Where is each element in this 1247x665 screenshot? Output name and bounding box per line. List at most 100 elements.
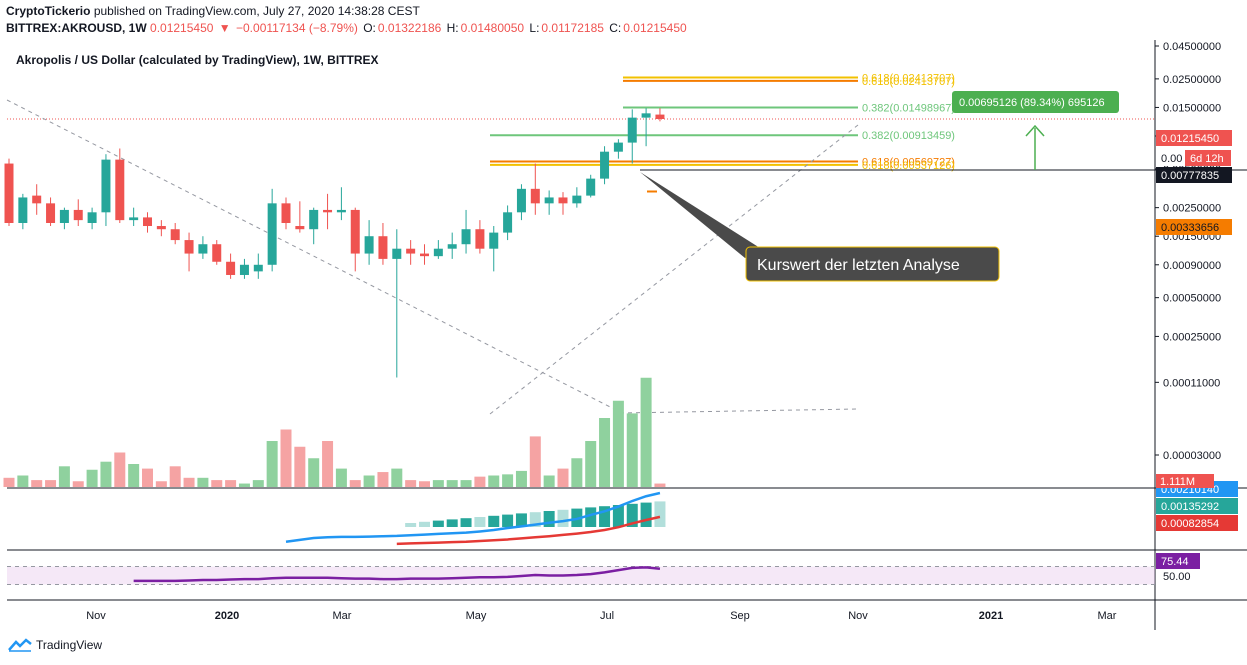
price-tag-label: 0.00333656 [1161, 222, 1219, 234]
candle-body [212, 244, 222, 262]
rsi-pane: 75.44 50.00 [7, 553, 1200, 585]
low-label: L: [529, 21, 540, 35]
volume-bar [391, 468, 403, 487]
histogram-bar [599, 506, 611, 527]
up-arrow-icon [1025, 124, 1045, 137]
fib-label: 0.618(0.00569727) [862, 157, 955, 169]
histogram-bar [419, 521, 430, 527]
candle-body [46, 203, 56, 223]
candle-body [572, 195, 582, 204]
price-tag-label: 6d 12h [1190, 153, 1224, 165]
histogram-bar [502, 514, 514, 527]
rsi-line [133, 566, 661, 583]
low-value: 0.01172185 [541, 21, 604, 35]
tradingview-logo[interactable]: TradingView [8, 638, 102, 652]
candle-body [156, 226, 166, 230]
candle-body [239, 264, 249, 275]
volume-bar [474, 476, 486, 487]
candle-body [226, 261, 236, 275]
x-tick-label: Mar [333, 610, 352, 622]
volume-bar [45, 480, 57, 487]
x-tick-label: May [466, 610, 487, 622]
callout-pointer [640, 172, 760, 258]
rsi-level-label: 50.00 [1163, 571, 1191, 583]
volume-bar [571, 458, 583, 487]
candle-body [309, 209, 319, 230]
fib-label: 0.382(0.00913459) [862, 130, 955, 142]
ma-slow-line [396, 515, 661, 546]
candle-body [32, 195, 42, 204]
candle-body [253, 264, 263, 272]
y-tick-label: 0.04500000 [1163, 41, 1221, 53]
candle-body [627, 117, 637, 143]
x-tick-label: Mar [1098, 610, 1117, 622]
volume-bar [488, 475, 500, 487]
histogram-bar [474, 517, 486, 527]
price-tag [1156, 150, 1185, 166]
x-tick-label: Nov [86, 610, 106, 622]
candle-body [101, 159, 111, 213]
volume-bar [446, 480, 458, 487]
candle-body [281, 203, 291, 223]
fib-levels: 0.618(0.02413707)0.618(0.02413707)0.382(… [490, 73, 955, 193]
volume-bar [72, 481, 84, 487]
volume-trend-line [619, 408, 859, 414]
price-tag [1156, 219, 1232, 235]
publish-info: published on TradingView.com, July 27, 2… [93, 4, 420, 18]
ma-value-tag [1156, 515, 1238, 531]
candle-body [461, 229, 471, 245]
volume-bar [86, 469, 98, 487]
candle-body [267, 203, 277, 265]
ohlc-line: BITTREX:AKROUSD, 1W 0.01215450 ▼ −0.0011… [6, 20, 689, 37]
volume-bar [280, 429, 292, 487]
price-tag-label: 0.00777835 [1161, 170, 1219, 182]
last-price: 0.01215450 [150, 21, 214, 35]
candle-body [73, 209, 83, 221]
candle-body [489, 232, 499, 249]
candle-body [143, 217, 152, 227]
candle-body [378, 236, 388, 259]
close-label: C: [609, 21, 622, 35]
trend-lines [6, 99, 1247, 415]
x-tick-label: Jul [600, 610, 614, 622]
y-tick-label: 0.00250000 [1163, 203, 1221, 215]
volume-bar [640, 377, 652, 487]
volume-bar [225, 480, 237, 487]
time-axis: Nov 2020 Mar May Jul Sep Nov 2021 Mar [86, 610, 1117, 622]
rsi-value-tag [1156, 553, 1200, 569]
ma-value-label: 0.00135292 [1161, 501, 1219, 513]
candle-body [198, 244, 208, 254]
volume-tag-label: 1.111M [1160, 476, 1195, 488]
volume-bar [58, 466, 70, 487]
y-tick-label: 0.00025000 [1163, 331, 1221, 343]
volume-bar [142, 468, 153, 487]
candle-body [115, 159, 125, 221]
candle-body [447, 244, 457, 249]
fib-label: 0.618(0.02413707) [862, 76, 955, 88]
volume-bar [363, 475, 375, 487]
annotations: 0.00695126 (89.34%) 695126 Kurswert der l… [640, 91, 1119, 282]
uptrend-line [489, 124, 859, 415]
candle-body [544, 197, 554, 204]
volume-bar [211, 480, 223, 487]
candle-body [4, 163, 14, 223]
price-axis: 0.045000000.025000000.015000000.00900000… [1155, 41, 1232, 488]
candle-body [613, 142, 623, 152]
candle-body [170, 229, 180, 241]
y-tick-label: 0.00003000 [1163, 450, 1221, 462]
volume-bar [432, 480, 444, 487]
candle-body [184, 240, 194, 254]
histogram-bar [488, 515, 500, 527]
rsi-value-label: 75.44 [1161, 556, 1189, 568]
volume-bar [529, 436, 541, 487]
candle-body [406, 248, 416, 254]
volume-bar [252, 480, 264, 487]
price-tag-label: 0.01215450 [1161, 133, 1219, 145]
histogram-bar [405, 523, 417, 527]
candle-body [364, 236, 374, 254]
candle-body [87, 212, 97, 223]
y-tick-label: 0.01500000 [1163, 102, 1221, 114]
publisher-name[interactable]: CryptoTickerio [6, 4, 91, 18]
